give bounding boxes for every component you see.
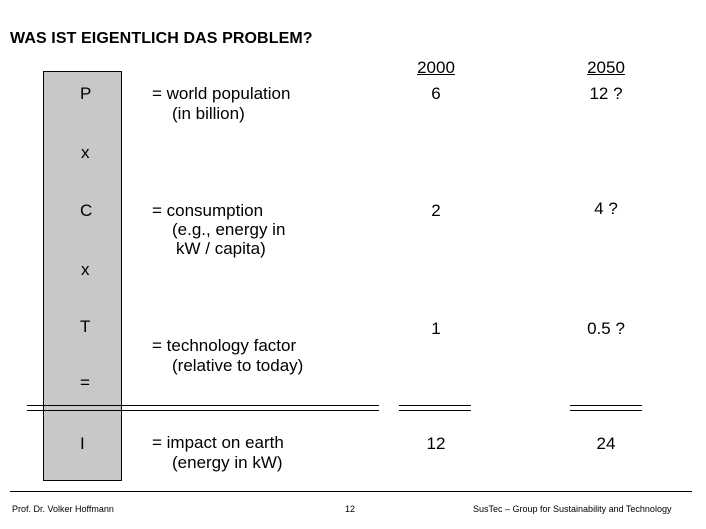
separator-line: [570, 410, 642, 411]
variable-column-bar: [43, 71, 122, 481]
row-t-value-2050: 0.5 ?: [587, 319, 625, 338]
row-i-value-2050: 24: [596, 434, 616, 453]
column-header-2050: 2050: [587, 58, 625, 77]
operator-times-1: x: [81, 143, 90, 162]
operator-times-2: x: [81, 260, 90, 279]
separator-line: [399, 410, 471, 411]
slide-title: WAS IST EIGENTLICH DAS PROBLEM?: [10, 30, 313, 47]
row-p-description-line1: = world population: [152, 84, 291, 103]
footer-page-number: 12: [345, 504, 356, 514]
variable-c: C: [80, 201, 93, 220]
row-p-description-line2: (in billion): [172, 104, 245, 123]
row-p-value-2000: 6: [431, 84, 441, 103]
column-header-2000: 2000: [417, 58, 455, 77]
separator-line: [27, 405, 379, 406]
footer-author: Prof. Dr. Volker Hoffmann: [12, 504, 114, 514]
separator-line: [399, 405, 471, 406]
operator-equals: =: [80, 373, 90, 392]
separator-line: [570, 405, 642, 406]
row-t-description-line2: (relative to today): [172, 356, 304, 375]
variable-p: P: [80, 84, 92, 103]
row-c-description-line2: (e.g., energy in: [172, 220, 286, 239]
row-c-value-2000: 2: [431, 201, 441, 220]
row-t-description-line1: = technology factor: [152, 336, 297, 355]
row-p-value-2050: 12 ?: [589, 84, 623, 103]
row-i-description-line1: = impact on earth: [152, 433, 284, 452]
row-c-description-line3: kW / capita): [176, 239, 266, 258]
footer-rule: [10, 491, 692, 492]
separator-line: [27, 410, 379, 411]
row-i-description-line2: (energy in kW): [172, 453, 283, 472]
row-t-value-2000: 1: [431, 319, 441, 338]
row-c-value-2050: 4 ?: [594, 199, 618, 218]
footer-organization: SusTec – Group for Sustainability and Te…: [473, 504, 672, 514]
variable-t: T: [80, 317, 91, 336]
row-i-value-2000: 12: [426, 434, 446, 453]
row-c-description-line1: = consumption: [152, 201, 264, 220]
variable-i: I: [80, 434, 85, 453]
